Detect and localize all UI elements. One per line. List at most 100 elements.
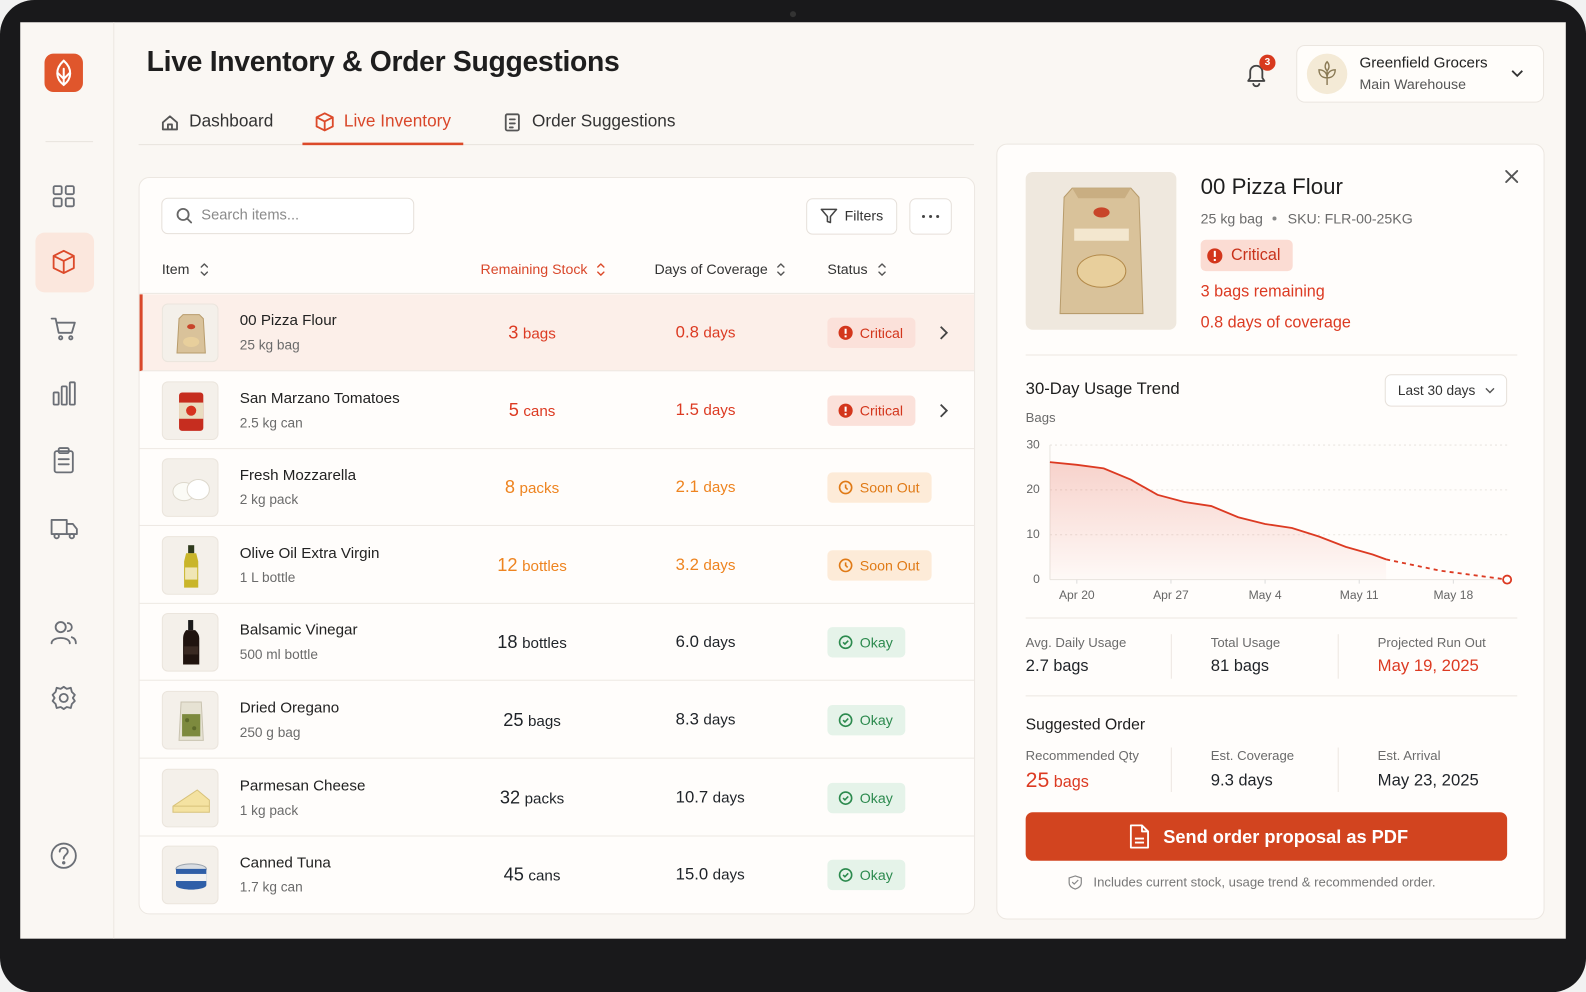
remaining-stock: 18 bottles	[431, 632, 633, 653]
item-size: 250 g bag	[239, 724, 301, 740]
stock-unit: packs	[519, 480, 560, 498]
decoration	[176, 314, 206, 354]
decoration	[161, 115, 178, 131]
coverage-unit: days	[703, 401, 736, 419]
decoration	[52, 249, 75, 275]
product-thumbnail	[161, 845, 219, 905]
status-icon	[838, 558, 853, 573]
decoration	[1213, 258, 1216, 261]
decoration	[504, 113, 520, 132]
send-button-bg[interactable]	[1025, 812, 1508, 861]
account-name[interactable]: Greenfield Grocers	[1359, 54, 1488, 72]
detail-title: 00 Pizza Flour	[1200, 173, 1343, 200]
decoration	[315, 112, 334, 132]
account-location[interactable]: Main Warehouse	[1359, 75, 1466, 93]
decoration	[52, 249, 75, 275]
row-chevron[interactable]	[938, 402, 950, 418]
decoration	[50, 519, 78, 540]
search-input[interactable]: Search items...	[201, 207, 300, 224]
item-name: Olive Oil Extra Virgin	[239, 544, 380, 562]
stock-value: 3	[508, 322, 519, 343]
column-header[interactable]: Status	[827, 260, 868, 278]
product-image	[178, 701, 204, 741]
decoration	[921, 214, 926, 218]
coverage-unit: days	[703, 711, 736, 729]
column-header[interactable]: Item	[161, 260, 190, 278]
decoration	[58, 846, 69, 860]
table-row[interactable]	[139, 682, 975, 759]
table-row[interactable]	[139, 604, 975, 682]
decoration	[940, 403, 949, 417]
coverage: 3.2 days	[676, 556, 736, 575]
stat-label: Projected Run Out	[1377, 634, 1486, 650]
tab[interactable]: Order Suggestions	[532, 111, 676, 131]
decoration	[1129, 824, 1149, 849]
status-text: Okay	[859, 712, 893, 729]
decoration	[187, 324, 196, 330]
notification-count[interactable]: 3	[1264, 57, 1271, 69]
coverage-value: 0.8	[675, 323, 699, 342]
stock-unit: cans	[528, 867, 561, 885]
tab[interactable]: Dashboard	[189, 111, 274, 131]
status-icon	[838, 713, 853, 728]
remaining-stock: 5 cans	[431, 400, 633, 421]
status-text: Critical	[859, 324, 904, 341]
row-chevron[interactable]	[938, 325, 950, 341]
remaining-stock: 45 cans	[431, 865, 633, 886]
x-tick-label: Apr 20	[1059, 588, 1095, 602]
decoration	[844, 406, 847, 412]
decoration	[1318, 60, 1336, 85]
projection-line	[1385, 558, 1508, 581]
separator-dot	[1272, 216, 1277, 221]
stat-number: May 23, 2025	[1377, 771, 1479, 790]
range-select[interactable]: Last 30 days	[1397, 382, 1476, 399]
decoration	[1505, 170, 1519, 183]
coverage-value: 8.3	[675, 710, 699, 729]
decoration	[844, 562, 849, 568]
decoration	[54, 621, 67, 634]
decoration	[1200, 239, 1293, 272]
decoration	[161, 197, 415, 235]
coverage-unit: days	[703, 479, 736, 497]
coverage: 0.8 days	[676, 323, 736, 342]
table-row[interactable]	[139, 759, 975, 837]
decoration	[52, 185, 63, 196]
stat-number: 9.3	[1210, 771, 1234, 790]
status-text: Okay	[859, 634, 893, 651]
coverage-unit: days	[712, 866, 745, 884]
item-size: 2.5 kg can	[239, 414, 303, 430]
filters-button[interactable]: Filters	[844, 207, 884, 224]
decoration	[838, 635, 853, 650]
decoration	[51, 685, 76, 710]
remaining-stock: 3 bags	[431, 322, 633, 343]
coverage: 10.7 days	[676, 788, 745, 807]
tab-active[interactable]: Live Inventory	[343, 111, 451, 131]
decoration	[60, 385, 68, 406]
item-name: Dried Oregano	[239, 699, 340, 717]
status-icon	[838, 480, 853, 495]
coverage-value: 10.7	[675, 788, 709, 807]
decoration	[504, 113, 520, 132]
column-header[interactable]: Days of Coverage	[654, 260, 768, 278]
decoration	[184, 646, 199, 655]
table-row[interactable]	[139, 449, 975, 527]
stat-label: Avg. Daily Usage	[1025, 634, 1127, 650]
stat-label: Est. Coverage	[1210, 748, 1295, 764]
decoration	[188, 620, 194, 631]
table-row[interactable]	[139, 372, 975, 449]
decoration	[50, 842, 77, 869]
decoration	[58, 335, 64, 341]
sidebar	[20, 22, 115, 939]
status-text: Okay	[859, 867, 893, 884]
decoration	[838, 868, 853, 883]
decoration	[315, 112, 334, 132]
decoration	[68, 335, 74, 341]
detail-remaining: 3 bags remaining	[1200, 283, 1325, 301]
send-button[interactable]: Send order proposal as PDF	[1163, 826, 1409, 848]
table-row[interactable]	[139, 527, 975, 604]
status-badge: Critical	[827, 395, 916, 426]
decoration	[50, 317, 76, 341]
column-header[interactable]: Remaining Stock	[480, 260, 588, 278]
